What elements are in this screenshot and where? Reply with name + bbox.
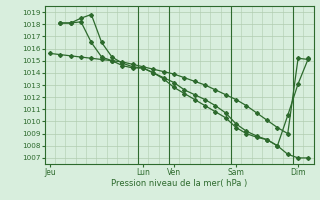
X-axis label: Pression niveau de la mer( hPa ): Pression niveau de la mer( hPa ) <box>111 179 247 188</box>
